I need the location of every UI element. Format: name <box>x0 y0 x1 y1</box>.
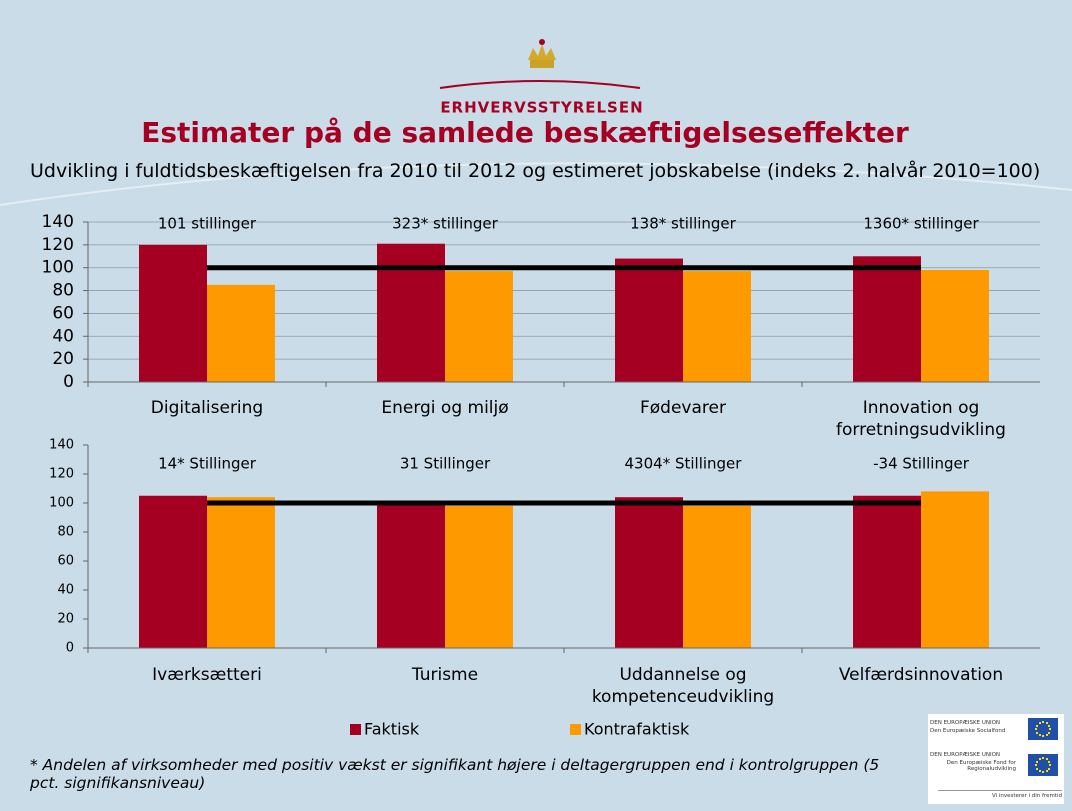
x-tick-label: Uddannelse og kompetenceudvikling <box>591 665 775 707</box>
flag-star <box>1049 764 1051 766</box>
eu-logo: DEN EUROPÆISKE UNION Den Europæiske Soci… <box>928 714 1064 804</box>
eu-text: Den Europæiske Socialfond <box>930 728 1006 734</box>
bar <box>445 505 513 648</box>
legend-label: Kontrafaktisk <box>584 720 690 739</box>
y-tick-label: 120 <box>49 467 74 482</box>
eu-text: DEN EUROPÆISKE UNION <box>930 752 1001 758</box>
eu-text: Den Europæiske Fond for Regionaludviklin… <box>946 760 1016 772</box>
x-tick-label: Turisme <box>411 665 479 685</box>
bar <box>853 256 921 382</box>
flag-star <box>1045 757 1048 760</box>
y-tick-label: 40 <box>57 583 74 598</box>
flag-star <box>1042 757 1044 759</box>
y-tick-label: 140 <box>42 212 74 232</box>
annotation: 4304* Stillinger <box>625 455 743 473</box>
flag-star <box>1048 760 1051 763</box>
annotation: 31 Stillinger <box>400 455 491 473</box>
y-tick-label: 60 <box>57 554 74 569</box>
flag-star <box>1049 728 1051 730</box>
bar <box>445 271 513 382</box>
flag-star <box>1035 728 1037 730</box>
y-tick-label: 20 <box>52 349 74 369</box>
y-tick-label: 80 <box>52 281 74 301</box>
flag-star <box>1045 721 1048 724</box>
flag-star <box>1048 724 1051 727</box>
bar <box>683 505 751 648</box>
flag-star <box>1038 770 1041 773</box>
bar <box>615 258 683 382</box>
subtitle: Udvikling i fuldtidsbeskæftigelsen fra 2… <box>30 160 1041 182</box>
eu-text: DEN EUROPÆISKE UNION <box>930 720 1001 726</box>
flag-star <box>1038 721 1041 724</box>
y-tick-label: 40 <box>52 326 74 346</box>
annotation: 1360* stillinger <box>863 215 979 233</box>
y-tick-label: 60 <box>52 303 74 323</box>
flag-star <box>1042 721 1044 723</box>
y-tick-label: 0 <box>63 372 74 392</box>
x-tick-label: Fødevarer <box>640 398 726 418</box>
flag-star <box>1042 735 1044 737</box>
x-tick-label: Iværksætteri <box>152 665 262 685</box>
bar <box>377 243 445 382</box>
y-tick-label: 140 <box>49 438 74 453</box>
y-tick-label: 20 <box>57 612 74 627</box>
logo-text: ERHVERVSSTYRELSEN <box>440 99 643 117</box>
y-tick-label: 120 <box>42 235 74 255</box>
x-tick-label: Digitalisering <box>150 398 264 418</box>
annotation: 101 stillinger <box>158 215 257 233</box>
legend-swatch <box>350 724 361 735</box>
flag-star <box>1048 731 1051 734</box>
bar <box>921 491 989 648</box>
eu-flag <box>1028 754 1058 776</box>
bar <box>139 495 207 648</box>
eu-slogan: Vi investerer i din fremtid <box>938 790 1062 799</box>
bar <box>615 497 683 648</box>
flag-star <box>1045 770 1048 773</box>
crown <box>528 39 556 68</box>
swoosh <box>0 162 1072 206</box>
y-tick-label: 100 <box>42 258 74 278</box>
annotation: 323* stillinger <box>392 215 499 233</box>
footnote: * Andelen af virksomheder med positiv væ… <box>30 756 880 792</box>
flag-star <box>1035 731 1038 734</box>
title: Estimater på de samlede beskæftigelsesef… <box>141 116 909 149</box>
bar <box>207 284 275 382</box>
x-tick-label: Innovation og forretningsudvikling <box>836 398 1006 440</box>
x-tick-label: Velfærdsinnovation <box>838 665 1004 685</box>
bar <box>921 270 989 382</box>
flag-star <box>1042 771 1044 773</box>
bar <box>377 504 445 648</box>
flag-star <box>1038 757 1041 760</box>
y-tick-label: 0 <box>66 641 74 656</box>
annotation: 14* Stillinger <box>158 455 257 473</box>
eu-flag <box>1028 718 1058 740</box>
bar <box>207 497 275 648</box>
annotation: -34 Stillinger <box>873 455 970 473</box>
bar <box>853 495 921 648</box>
flag-star <box>1035 760 1038 763</box>
bar <box>683 271 751 382</box>
flag-star <box>1048 767 1051 770</box>
annotation: 138* stillinger <box>630 215 737 233</box>
legend-label: Faktisk <box>364 720 420 739</box>
flag-star <box>1035 724 1038 727</box>
swoosh <box>439 80 641 89</box>
y-tick-label: 80 <box>57 525 74 540</box>
flag-star <box>1035 767 1038 770</box>
x-tick-label: Energi og miljø <box>381 398 509 418</box>
flag-star <box>1038 734 1041 737</box>
legend-swatch <box>570 724 581 735</box>
flag-star <box>1045 734 1048 737</box>
y-tick-label: 100 <box>49 496 74 511</box>
bar <box>139 244 207 382</box>
flag-star <box>1035 764 1037 766</box>
